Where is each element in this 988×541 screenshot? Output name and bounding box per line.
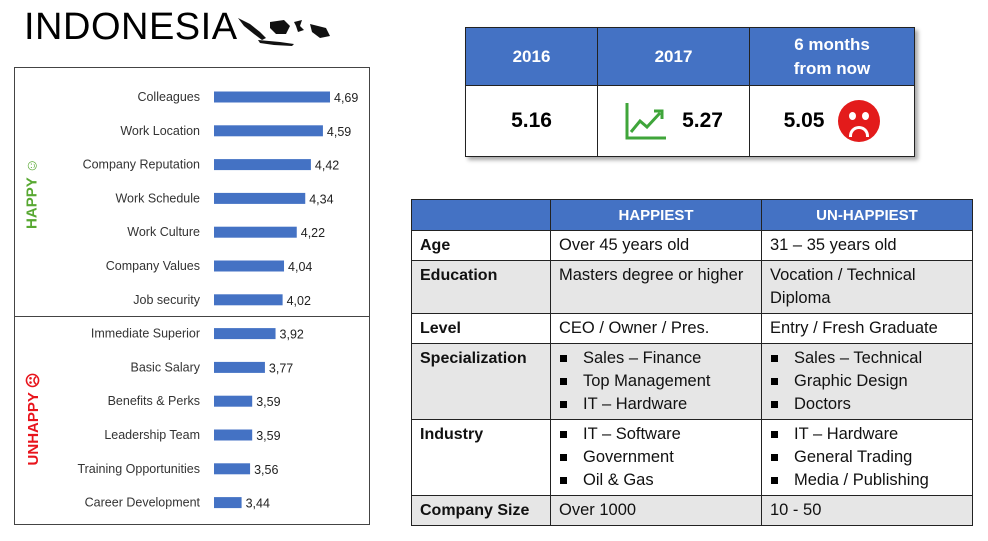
bar bbox=[214, 361, 265, 373]
bar-value-label: 4,59 bbox=[327, 125, 351, 139]
bar bbox=[214, 429, 253, 441]
trend-up-chart-icon bbox=[625, 103, 667, 140]
bar-value-label: 4,22 bbox=[301, 226, 325, 240]
education-happiest: Masters degree or higher bbox=[550, 260, 762, 314]
score-header-2016: 2016 bbox=[465, 27, 598, 86]
bar-value-label: 4,34 bbox=[309, 192, 333, 206]
list-item: Graphic Design bbox=[770, 370, 964, 393]
list-item: Sales – Technical bbox=[770, 347, 964, 370]
score-table-wrap: 2016 2017 6 months from now 5.16 5.27 5.… bbox=[465, 27, 915, 157]
list-item: General Trading bbox=[770, 446, 964, 469]
score-value-2017: 5.27 bbox=[682, 109, 723, 132]
list-item: Sales – Finance bbox=[559, 347, 753, 370]
chart-divider bbox=[14, 316, 370, 317]
specialization-happiest: Sales – Finance Top Management IT – Hard… bbox=[550, 343, 762, 420]
level-unhappiest: Entry / Fresh Graduate bbox=[761, 313, 973, 344]
bar-category-label: Benefits & Perks bbox=[108, 394, 200, 408]
bar-category-label: Job security bbox=[133, 293, 200, 307]
list-item: Media / Publishing bbox=[770, 469, 964, 492]
bar-value-label: 4,69 bbox=[334, 91, 358, 105]
bar-chart: Colleagues 4,69 Work Location 4,59 Company R… bbox=[77, 90, 358, 511]
bar-category-label: Company Values bbox=[106, 259, 200, 273]
bar-value-label: 4,04 bbox=[288, 260, 312, 274]
bar bbox=[214, 125, 323, 137]
page-title: INDONESIA bbox=[24, 6, 238, 48]
bar-chart-panel bbox=[14, 67, 370, 525]
bar bbox=[214, 260, 285, 272]
bar-category-label: Work Culture bbox=[127, 225, 200, 239]
bar bbox=[214, 91, 330, 103]
profile-header-unhappiest: UN-HAPPIEST bbox=[761, 199, 973, 231]
industry-happiest: IT – Software Government Oil & Gas bbox=[550, 419, 762, 496]
profile-header-blank bbox=[411, 199, 551, 231]
bar bbox=[214, 395, 253, 407]
indonesia-map-icon bbox=[238, 18, 330, 46]
score-cell-2017: 5.27 bbox=[597, 85, 750, 157]
list-item: IT – Hardware bbox=[559, 393, 753, 416]
bar-value-label: 4,02 bbox=[287, 294, 311, 308]
score-header-6-months: 6 months from now bbox=[749, 27, 915, 86]
list-item: Oil & Gas bbox=[559, 469, 753, 492]
bar-value-label: 4,42 bbox=[315, 159, 339, 173]
row-label-company-size: Company Size bbox=[411, 495, 551, 526]
level-happiest: CEO / Owner / Pres. bbox=[550, 313, 762, 344]
score-value-6-months: 5.05 bbox=[783, 109, 825, 132]
score-table: 2016 2017 6 months from now 5.16 5.27 5.… bbox=[465, 27, 915, 157]
bar-value-label: 3,44 bbox=[246, 497, 270, 511]
row-label-specialization: Specialization bbox=[411, 343, 551, 420]
industry-unhappiest: IT – Hardware General Trading Media / Pu… bbox=[761, 419, 973, 496]
score-cell-6-months: 5.05 bbox=[749, 85, 915, 157]
bar-value-label: 3,77 bbox=[269, 361, 293, 375]
bar-category-label: Company Reputation bbox=[83, 158, 200, 172]
bar-value-label: 3,92 bbox=[280, 328, 304, 342]
bar-value-label: 3,59 bbox=[256, 395, 280, 409]
list-item: Government bbox=[559, 446, 753, 469]
bar bbox=[214, 328, 276, 340]
bar-category-label: Colleagues bbox=[137, 90, 200, 104]
score-value-2016: 5.16 bbox=[465, 85, 598, 157]
row-label-education: Education bbox=[411, 260, 551, 314]
bar-category-label: Basic Salary bbox=[131, 360, 201, 374]
list-item: Doctors bbox=[770, 393, 964, 416]
list-item: IT – Hardware bbox=[770, 423, 964, 446]
company-size-unhappiest: 10 - 50 bbox=[761, 495, 973, 526]
profile-table: HAPPIEST UN-HAPPIEST Age Over 45 years o… bbox=[411, 199, 973, 526]
bar bbox=[214, 159, 311, 171]
bar-category-label: Immediate Superior bbox=[91, 327, 200, 341]
sad-face-icon bbox=[838, 100, 881, 142]
company-size-happiest: Over 1000 bbox=[550, 495, 762, 526]
bar bbox=[214, 192, 306, 204]
list-item: IT – Software bbox=[559, 423, 753, 446]
profile-header-happiest: HAPPIEST bbox=[550, 199, 762, 231]
bar-category-label: Work Location bbox=[120, 124, 200, 138]
bar-category-label: Career Development bbox=[85, 496, 201, 510]
specialization-unhappiest: Sales – Technical Graphic Design Doctors bbox=[761, 343, 973, 420]
education-unhappiest: Vocation / Technical Diploma bbox=[761, 260, 973, 314]
row-label-industry: Industry bbox=[411, 419, 551, 496]
age-happiest: Over 45 years old bbox=[550, 230, 762, 261]
row-label-level: Level bbox=[411, 313, 551, 344]
bar bbox=[214, 497, 242, 509]
bar bbox=[214, 294, 283, 306]
bar bbox=[214, 226, 297, 238]
bar-category-label: Leadership Team bbox=[104, 428, 200, 442]
bar-value-label: 3,59 bbox=[256, 429, 280, 443]
score-header-2017: 2017 bbox=[597, 27, 750, 86]
bar-category-label: Work Schedule bbox=[115, 191, 200, 205]
bar-value-label: 3,56 bbox=[254, 463, 278, 477]
row-label-age: Age bbox=[411, 230, 551, 261]
age-unhappiest: 31 – 35 years old bbox=[761, 230, 973, 261]
bar-category-label: Training Opportunities bbox=[77, 462, 200, 476]
list-item: Top Management bbox=[559, 370, 753, 393]
bar bbox=[214, 463, 251, 475]
